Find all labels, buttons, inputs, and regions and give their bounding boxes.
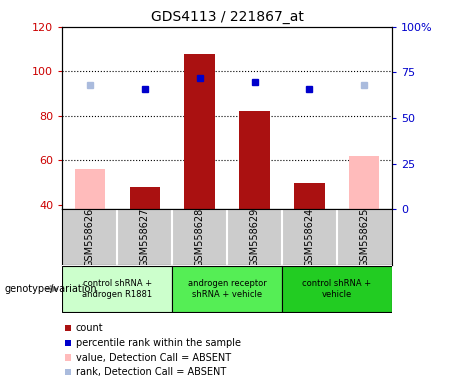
Bar	[62, 266, 172, 312]
Text: count: count	[76, 323, 103, 333]
Text: genotype/variation: genotype/variation	[5, 284, 97, 294]
Bar	[282, 266, 392, 312]
Bar	[75, 169, 105, 209]
Text: GSM558625: GSM558625	[360, 207, 369, 267]
Text: GSM558626: GSM558626	[85, 207, 95, 267]
Text: GSM558624: GSM558624	[304, 207, 314, 267]
Text: control shRNA +
vehicle: control shRNA + vehicle	[302, 278, 372, 300]
Text: rank, Detection Call = ABSENT: rank, Detection Call = ABSENT	[76, 367, 226, 377]
Text: percentile rank within the sample: percentile rank within the sample	[76, 338, 241, 348]
Bar	[184, 54, 215, 209]
Bar	[172, 266, 282, 312]
Bar	[130, 187, 160, 209]
Text: value, Detection Call = ABSENT: value, Detection Call = ABSENT	[76, 353, 230, 362]
Text: control shRNA +
androgen R1881: control shRNA + androgen R1881	[82, 278, 152, 300]
Text: androgen receptor
shRNA + vehicle: androgen receptor shRNA + vehicle	[188, 278, 266, 300]
Bar	[239, 111, 270, 209]
Text: GSM558627: GSM558627	[140, 207, 150, 267]
Text: GSM558628: GSM558628	[195, 207, 205, 267]
Bar	[349, 156, 379, 209]
Text: GSM558629: GSM558629	[249, 207, 260, 267]
Bar	[294, 182, 325, 209]
Title: GDS4113 / 221867_at: GDS4113 / 221867_at	[151, 10, 303, 25]
